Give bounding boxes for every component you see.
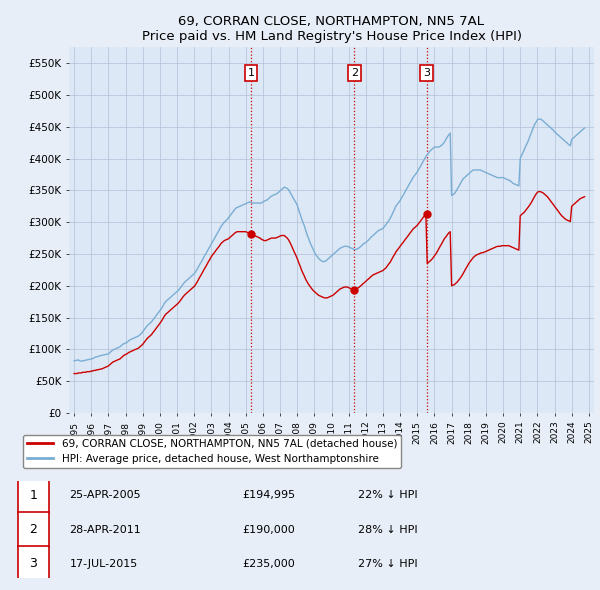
Text: £194,995: £194,995 [242, 490, 296, 500]
FancyBboxPatch shape [18, 478, 49, 513]
Text: 3: 3 [29, 557, 37, 570]
Text: 2: 2 [29, 523, 37, 536]
Text: £235,000: £235,000 [242, 559, 295, 569]
Text: 28-APR-2011: 28-APR-2011 [70, 525, 142, 535]
Text: 22% ↓ HPI: 22% ↓ HPI [358, 490, 417, 500]
Text: 1: 1 [248, 68, 255, 78]
Text: 1: 1 [29, 489, 37, 502]
FancyBboxPatch shape [18, 546, 49, 581]
Text: 25-APR-2005: 25-APR-2005 [70, 490, 141, 500]
Text: 2: 2 [351, 68, 358, 78]
Text: 17-JUL-2015: 17-JUL-2015 [70, 559, 138, 569]
Text: £190,000: £190,000 [242, 525, 295, 535]
Text: 28% ↓ HPI: 28% ↓ HPI [358, 525, 417, 535]
Title: 69, CORRAN CLOSE, NORTHAMPTON, NN5 7AL
Price paid vs. HM Land Registry's House P: 69, CORRAN CLOSE, NORTHAMPTON, NN5 7AL P… [142, 15, 521, 43]
Text: 3: 3 [423, 68, 430, 78]
FancyBboxPatch shape [18, 512, 49, 547]
Legend: 69, CORRAN CLOSE, NORTHAMPTON, NN5 7AL (detached house), HPI: Average price, det: 69, CORRAN CLOSE, NORTHAMPTON, NN5 7AL (… [23, 435, 401, 468]
Text: 27% ↓ HPI: 27% ↓ HPI [358, 559, 417, 569]
